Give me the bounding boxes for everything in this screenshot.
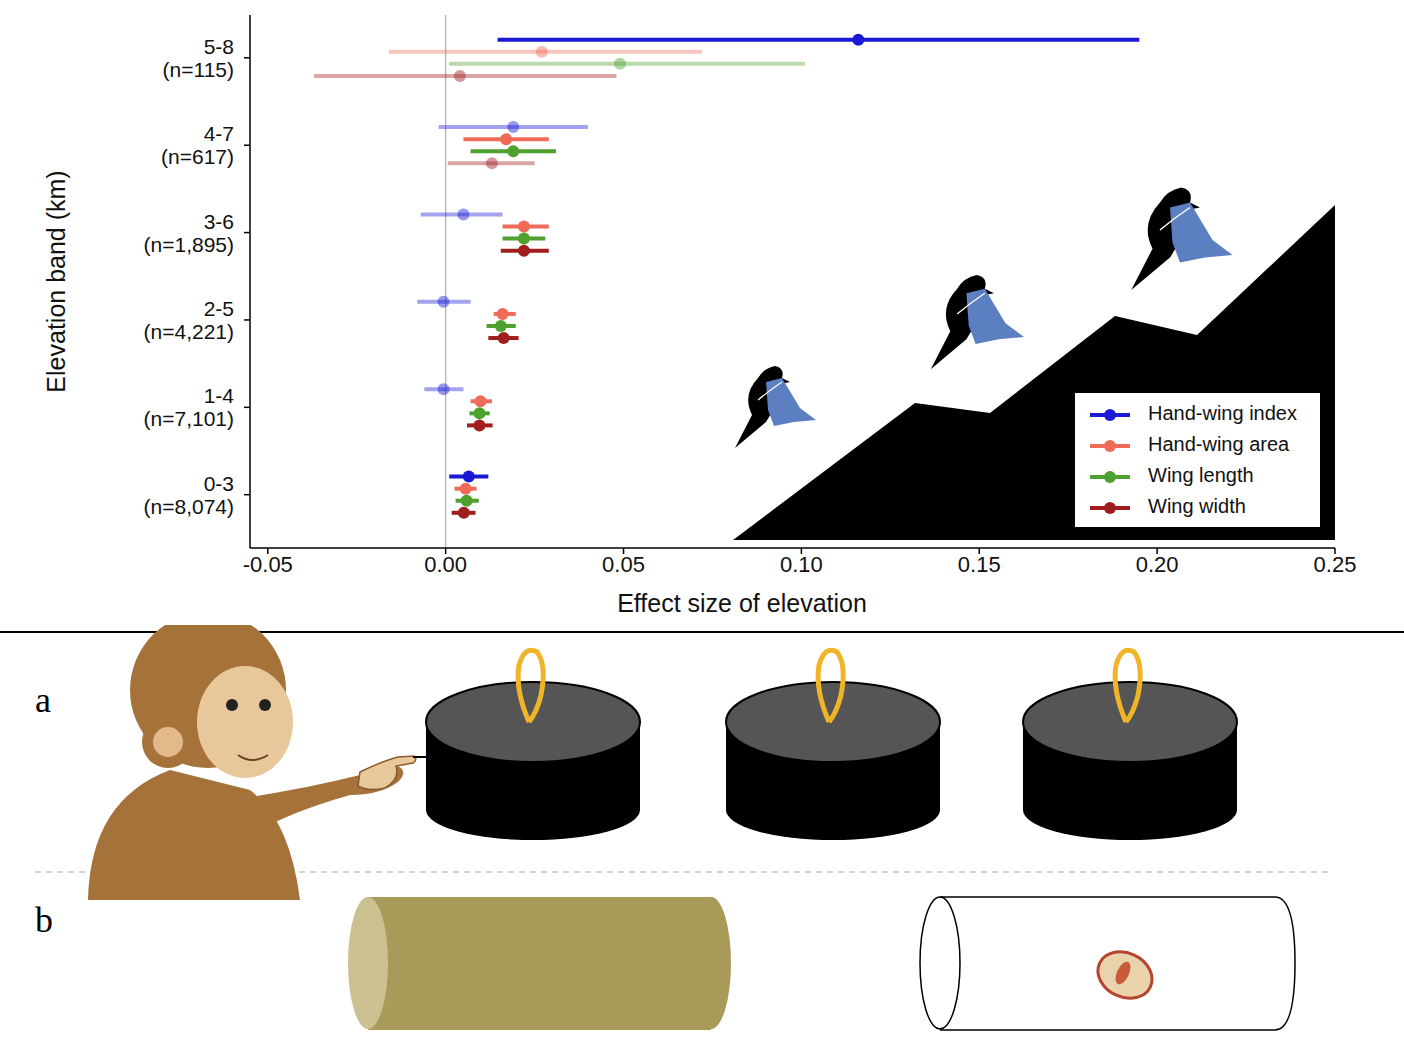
svg-text:Wing length: Wing length [1148, 464, 1254, 486]
svg-text:Wing width: Wing width [1148, 495, 1246, 517]
svg-text:0.15: 0.15 [958, 552, 1001, 577]
svg-text:b: b [35, 900, 53, 940]
svg-text:(n=4,221): (n=4,221) [144, 320, 234, 343]
svg-text:Effect size of elevation: Effect size of elevation [617, 589, 867, 617]
svg-text:0.00: 0.00 [424, 552, 467, 577]
svg-text:0.10: 0.10 [780, 552, 823, 577]
svg-text:(n=115): (n=115) [163, 58, 234, 81]
svg-text:0.05: 0.05 [602, 552, 645, 577]
svg-text:3-6: 3-6 [204, 210, 234, 233]
svg-text:(n=7,101): (n=7,101) [144, 407, 234, 430]
svg-text:a: a [35, 680, 51, 720]
svg-text:Elevation band (km): Elevation band (km) [42, 170, 70, 392]
svg-text:0-3: 0-3 [204, 472, 234, 495]
svg-text:(n=1,895): (n=1,895) [144, 233, 234, 256]
svg-text:0.25: 0.25 [1314, 552, 1357, 577]
svg-text:1-4: 1-4 [204, 384, 235, 407]
svg-text:Hand-wing area: Hand-wing area [1148, 433, 1290, 455]
svg-text:0.20: 0.20 [1136, 552, 1179, 577]
svg-text:Hand-wing index: Hand-wing index [1148, 402, 1297, 424]
svg-text:5-8: 5-8 [204, 35, 234, 58]
svg-text:4-7: 4-7 [204, 122, 234, 145]
svg-text:(n=8,074): (n=8,074) [144, 495, 234, 518]
svg-text:(n=617): (n=617) [161, 145, 234, 168]
svg-text:-0.05: -0.05 [243, 552, 293, 577]
svg-text:2-5: 2-5 [204, 297, 234, 320]
